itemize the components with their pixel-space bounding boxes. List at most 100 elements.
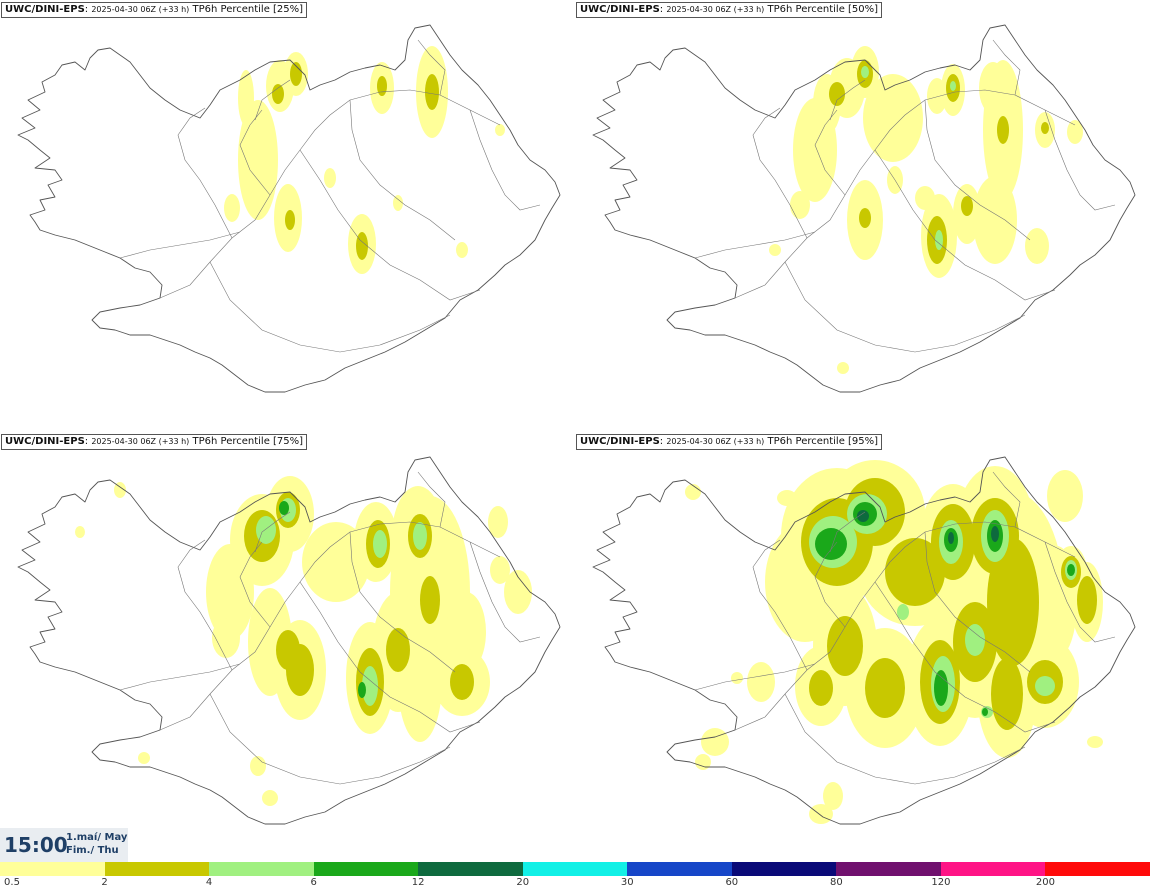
precip-contour	[815, 528, 847, 560]
road-line	[1044, 109, 1116, 211]
precip-contour	[413, 522, 427, 550]
road-line	[254, 79, 291, 121]
road-line	[829, 79, 866, 121]
road-line	[159, 89, 501, 299]
precip-contour	[793, 98, 837, 202]
legend-swatch	[940, 862, 1046, 876]
road-line	[177, 107, 233, 239]
model-name: UWC/DINI-EPS	[580, 436, 660, 447]
precip-contour	[863, 74, 923, 162]
model-name: UWC/DINI-EPS	[5, 436, 85, 447]
precip-contour	[837, 362, 849, 374]
precip-contour	[1087, 736, 1103, 748]
precip-contour	[488, 506, 508, 538]
valid-time-box: 15:00 1.maí/ May Fim./ Thu	[0, 828, 128, 862]
road-line	[874, 149, 1056, 301]
precip-contour	[1025, 228, 1049, 264]
road-line	[924, 531, 1031, 673]
panel-title: UWC/DINI-EPS: 2025-04-30 06Z (+33 h) TP6…	[1, 434, 308, 450]
road-line	[694, 663, 816, 691]
valid-hour: 15:00	[4, 833, 68, 857]
precip-contour	[865, 658, 905, 718]
legend-swatch	[836, 862, 941, 876]
legend-swatch	[1045, 862, 1150, 876]
road-line	[734, 521, 1076, 731]
map-panel-p25: UWC/DINI-EPS: 2025-04-30 06Z (+33 h) TP6…	[0, 0, 575, 432]
precip-contour	[272, 84, 284, 104]
road-line	[209, 261, 451, 353]
precip-contour	[362, 666, 378, 706]
precip-contour	[861, 66, 869, 78]
legend-label: 4	[205, 877, 213, 888]
road-line	[694, 231, 816, 259]
road-line	[924, 99, 1031, 241]
road-line	[349, 531, 456, 673]
road-line	[874, 581, 1056, 733]
legend-label: 6	[310, 877, 317, 888]
precip-contour	[695, 754, 711, 770]
legend-swatch	[209, 862, 314, 876]
legend-label: 120	[931, 877, 951, 888]
legend-swatch	[731, 862, 837, 876]
precip-contour	[1035, 676, 1055, 696]
precip-contour	[262, 790, 278, 806]
road-line	[992, 39, 1021, 96]
legend-label: 0.5	[4, 877, 20, 888]
road-line	[159, 521, 501, 731]
road-line	[119, 663, 241, 691]
precip-contour	[285, 210, 295, 230]
precip-contour	[973, 176, 1017, 264]
map-panel-p75: UWC/DINI-EPS: 2025-04-30 06Z (+33 h) TP6…	[0, 432, 575, 864]
precip-contour	[1047, 470, 1083, 522]
legend-label: 80	[829, 877, 843, 888]
precip-contour	[987, 538, 1039, 666]
coastline	[592, 24, 1136, 393]
road-line	[299, 149, 481, 301]
road-line	[349, 99, 456, 241]
precip-contour	[377, 76, 387, 96]
precip-contour	[356, 232, 368, 260]
road-line	[119, 231, 241, 259]
valid-date: 1.maí/ May Fim./ Thu	[66, 831, 127, 857]
coastline	[17, 456, 561, 825]
precip-contour	[386, 628, 410, 672]
precip-map	[17, 24, 561, 393]
precip-contour	[747, 662, 775, 702]
precip-contour	[950, 81, 956, 91]
road-line	[992, 471, 1021, 528]
precip-contour	[731, 672, 743, 684]
precip-contour	[1067, 120, 1083, 144]
precip-fill-layer	[685, 460, 1103, 824]
road-line	[814, 541, 846, 628]
precip-contour	[324, 168, 336, 188]
precip-contour	[495, 124, 505, 136]
model-name: UWC/DINI-EPS	[580, 4, 660, 15]
precip-contour	[279, 501, 289, 515]
road-line	[299, 581, 481, 733]
parameter: TP6h Percentile [25%]	[192, 4, 304, 15]
valid-date-line-1: 1.maí/ May	[66, 832, 128, 843]
precip-contour	[991, 658, 1023, 730]
precip-contour	[965, 624, 985, 656]
precip-contour	[75, 526, 85, 538]
road-line	[417, 471, 446, 528]
precip-contour	[829, 82, 845, 106]
run-time: 2025-04-30 06Z (+33 h)	[666, 437, 765, 446]
color-scale-labels: 0.5 2 4 6 12 20 30 60 80 120 200	[0, 877, 1150, 891]
precip-fill-layer	[75, 476, 532, 806]
road-line	[177, 539, 233, 671]
legend-swatch	[418, 862, 523, 876]
road-line	[239, 541, 271, 628]
legend-label: 20	[516, 877, 530, 888]
panel-title: UWC/DINI-EPS: 2025-04-30 06Z (+33 h) TP6…	[576, 434, 883, 450]
precip-contour	[256, 516, 276, 544]
precip-contour	[897, 604, 909, 620]
precip-contour	[685, 484, 701, 500]
legend-label: 200	[1035, 877, 1055, 888]
run-time: 2025-04-30 06Z (+33 h)	[91, 5, 190, 14]
precip-contour	[358, 682, 366, 698]
precip-contour	[1041, 122, 1049, 134]
precip-contour	[238, 100, 278, 220]
precip-map	[17, 456, 561, 825]
precip-contour	[224, 194, 240, 222]
